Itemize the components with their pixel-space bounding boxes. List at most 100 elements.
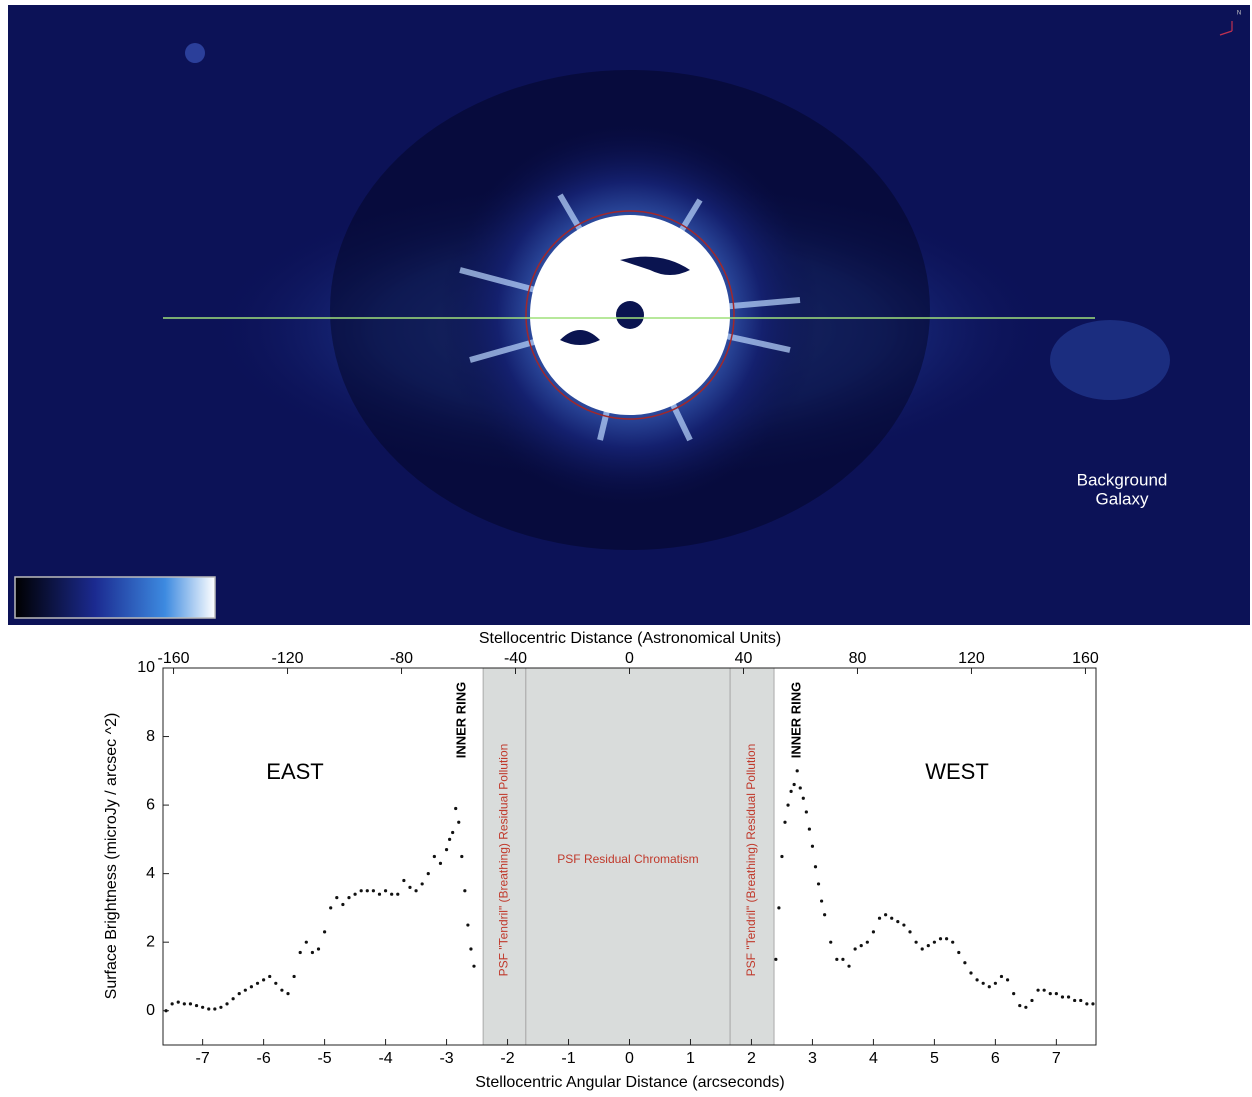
data-point xyxy=(310,950,315,955)
x-tick-label: 3 xyxy=(808,1050,817,1067)
data-point xyxy=(460,854,464,859)
x-axis-title: Stellocentric Angular Distance (arcsecon… xyxy=(475,1074,784,1091)
data-point xyxy=(789,789,793,793)
data-point xyxy=(1054,991,1058,996)
data-point xyxy=(835,957,839,961)
data-point xyxy=(1073,998,1077,1003)
data-point xyxy=(329,906,333,910)
data-point xyxy=(347,896,351,900)
x2-tick-label: 120 xyxy=(958,650,985,667)
data-point xyxy=(188,1002,193,1006)
x-tick-label: 2 xyxy=(747,1050,756,1067)
data-point xyxy=(469,947,473,951)
x-tick-label: 6 xyxy=(991,1050,1000,1067)
x2-tick-label: 40 xyxy=(735,650,753,667)
data-point xyxy=(448,837,452,841)
annotation: Background xyxy=(1077,470,1168,489)
data-point xyxy=(847,964,851,968)
y-tick-label: 0 xyxy=(146,1002,155,1019)
annotation: EAST xyxy=(266,759,323,784)
data-point xyxy=(975,978,979,982)
y-tick-label: 6 xyxy=(146,796,155,813)
data-point xyxy=(176,1000,180,1004)
x-tick-label: 1 xyxy=(686,1050,695,1067)
x-tick-label: -1 xyxy=(561,1050,575,1067)
data-point xyxy=(304,940,308,944)
data-point xyxy=(926,944,930,948)
data-point xyxy=(819,899,824,903)
data-point xyxy=(207,1007,211,1011)
data-point xyxy=(451,830,455,835)
data-point xyxy=(944,937,949,941)
data-point xyxy=(890,916,894,920)
data-point xyxy=(951,940,955,944)
data-point xyxy=(938,937,943,941)
data-point xyxy=(262,978,266,982)
band-label: PSF "Tendril" (Breathing) Residual Pollu… xyxy=(744,744,758,977)
data-point xyxy=(414,889,418,893)
data-point xyxy=(472,964,476,968)
data-point xyxy=(390,892,394,896)
x2-tick-label: -80 xyxy=(390,650,413,667)
shaded-band xyxy=(729,667,775,1046)
data-point xyxy=(957,950,961,955)
data-point xyxy=(359,889,363,893)
data-point xyxy=(813,865,818,869)
shaded-band xyxy=(525,667,731,1046)
data-point xyxy=(1091,1002,1095,1006)
data-point xyxy=(286,991,290,996)
data-point xyxy=(908,930,912,934)
data-point xyxy=(816,882,821,886)
y-axis-title: Surface Brightness (microJy / arcsec ^2) xyxy=(103,713,120,1000)
data-point xyxy=(231,997,235,1001)
data-point xyxy=(1085,1002,1089,1006)
data-point xyxy=(871,930,876,934)
data-point xyxy=(932,940,937,944)
data-point xyxy=(432,854,436,859)
x2-tick-label: -120 xyxy=(272,650,304,667)
data-point xyxy=(884,913,888,917)
x-tick-label: -2 xyxy=(500,1050,514,1067)
data-point xyxy=(316,947,321,951)
data-point xyxy=(438,861,443,865)
data-point xyxy=(877,916,882,920)
data-point xyxy=(807,827,811,831)
data-point xyxy=(798,786,802,790)
data-point xyxy=(1018,1003,1022,1008)
annotation: Galaxy xyxy=(1096,489,1149,508)
y-tick-label: 10 xyxy=(137,659,155,676)
data-point xyxy=(322,930,327,934)
data-point xyxy=(1060,995,1065,999)
x-tick-label: 5 xyxy=(930,1050,939,1067)
data-point xyxy=(164,1009,168,1013)
data-point xyxy=(219,1005,223,1009)
data-point xyxy=(341,902,345,907)
data-point xyxy=(920,947,924,951)
data-point xyxy=(170,1002,174,1006)
data-point xyxy=(786,803,790,807)
sky-image: N Background Galaxy xyxy=(8,5,1250,625)
data-point xyxy=(853,947,857,951)
data-point xyxy=(1030,998,1034,1003)
data-point xyxy=(1048,991,1052,996)
data-point xyxy=(774,957,778,961)
y-tick-label: 4 xyxy=(146,865,155,882)
data-point xyxy=(402,878,406,883)
band-label: PSF "Tendril" (Breathing) Residual Pollu… xyxy=(497,744,511,977)
data-point xyxy=(777,906,781,910)
x2-tick-label: 0 xyxy=(625,650,634,667)
data-point xyxy=(792,782,796,787)
compass-label: N xyxy=(1237,11,1241,17)
data-point xyxy=(981,981,985,985)
data-point xyxy=(280,988,284,992)
data-point xyxy=(1024,1005,1028,1009)
data-point xyxy=(225,1002,229,1006)
shaded-band xyxy=(482,667,527,1046)
x-tick-label: -4 xyxy=(378,1050,392,1067)
data-point xyxy=(249,985,254,989)
x-tick-label: 0 xyxy=(625,1050,634,1067)
data-point xyxy=(255,981,260,985)
data-point xyxy=(182,1002,186,1006)
